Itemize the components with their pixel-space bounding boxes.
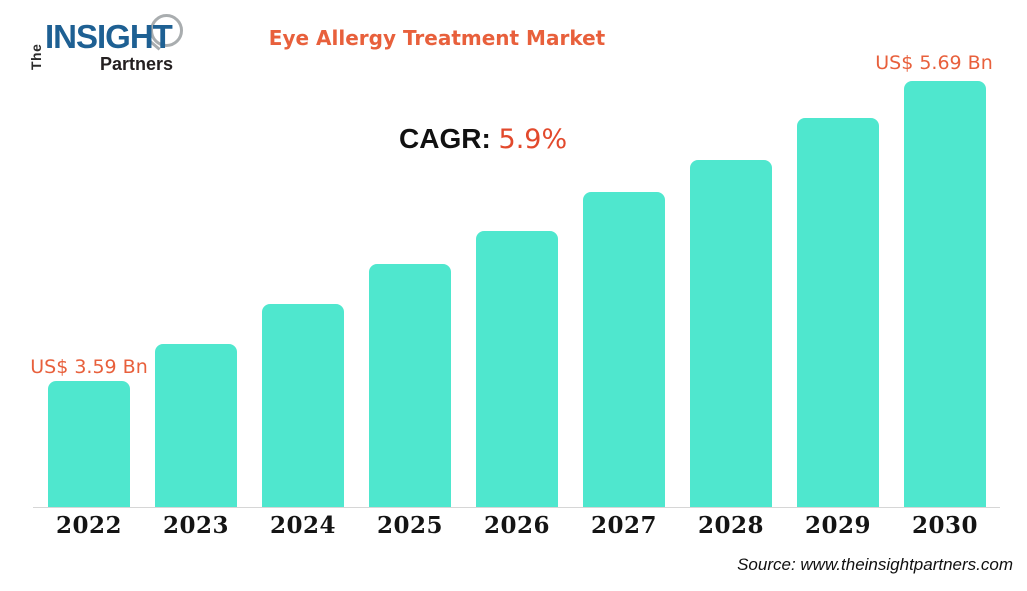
bar-2030 (904, 81, 986, 507)
cagr-annotation: CAGR: 5.9% (399, 123, 567, 155)
x-axis-label-2023: 2023 (162, 512, 229, 539)
bar-2028 (690, 160, 772, 507)
x-axis-label-2030: 2030 (911, 512, 978, 539)
bars (48, 0, 986, 507)
logo-the-text: The (28, 43, 44, 70)
source-note: Source: www.theinsightpartners.com (737, 555, 1013, 574)
bar-2022 (48, 381, 130, 507)
x-axis-label-2027: 2027 (590, 512, 657, 539)
value-label-2030: US$ 5.69 Bn (875, 52, 993, 74)
bar-2025 (369, 264, 451, 507)
x-axis-baseline (33, 507, 1000, 508)
x-axis-labels: 2022 2023 2024 2025 2026 2027 2028 2029 2030 (48, 512, 986, 544)
x-axis-label-2029: 2029 (804, 512, 871, 539)
bar-2023 (155, 344, 237, 507)
bar-2026 (476, 231, 558, 507)
x-axis-label-2026: 2026 (483, 512, 550, 539)
chart-title: Eye Allergy Treatment Market (268, 26, 606, 50)
x-axis-label-2028: 2028 (697, 512, 764, 539)
x-axis-label-2024: 2024 (269, 512, 336, 539)
value-label-2022: US$ 3.59 Bn (30, 356, 148, 378)
bar-2024 (262, 304, 344, 507)
magnifier-icon (150, 14, 183, 47)
bar-2027 (583, 192, 665, 507)
bar-2029 (797, 118, 879, 507)
company-logo: The INSIGHT Partners (22, 8, 197, 80)
cagr-label: CAGR: (399, 123, 491, 154)
cagr-value: 5.9% (498, 124, 568, 155)
logo-partners-text: Partners (100, 54, 174, 74)
logo-insight-text: INSIGHT (45, 18, 173, 55)
x-axis-label-2022: 2022 (55, 512, 122, 539)
x-axis-label-2025: 2025 (376, 512, 443, 539)
